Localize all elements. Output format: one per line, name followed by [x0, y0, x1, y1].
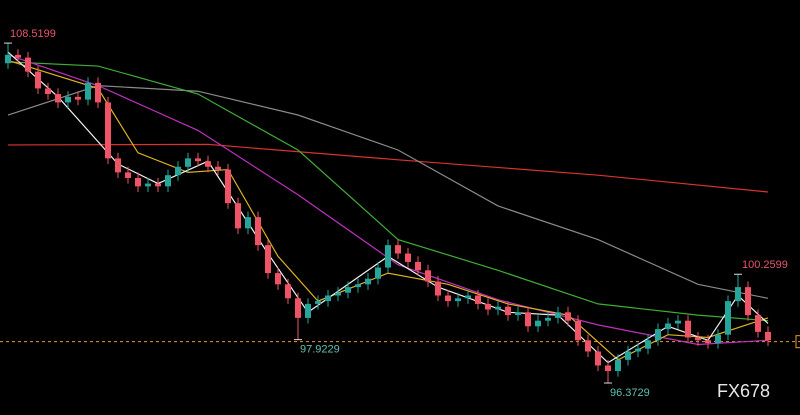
candle-body	[335, 292, 341, 296]
candle-body	[175, 166, 181, 176]
moving-average-line	[7, 61, 769, 322]
candle-body	[555, 312, 561, 318]
candle-body	[95, 82, 101, 103]
high-label: 108.5199	[10, 28, 56, 40]
candle-body	[375, 267, 381, 279]
candle-body	[675, 320, 681, 324]
candle-body	[715, 334, 721, 344]
candle-body	[55, 94, 61, 103]
candle-body	[435, 281, 441, 296]
candle-body	[345, 287, 351, 293]
candle-body	[685, 320, 691, 338]
candle-body	[735, 287, 741, 302]
candle-body	[15, 54, 21, 58]
candle-body	[325, 295, 331, 302]
candle-body	[305, 303, 311, 318]
labels: 108.5199 100.2599 97.9229 96.3729	[4, 28, 788, 399]
candle-body	[745, 287, 751, 316]
candle-body	[605, 365, 611, 372]
candle-body	[365, 278, 371, 285]
candle-body	[205, 161, 211, 167]
candle-body	[395, 245, 401, 254]
candle-body	[595, 351, 601, 366]
candle-body	[275, 273, 281, 285]
candle-body	[235, 203, 241, 229]
candle-body	[495, 306, 501, 310]
candle-body	[545, 317, 551, 321]
candle-body	[245, 217, 251, 229]
moving-average-line	[7, 85, 769, 299]
candle-body	[85, 82, 91, 100]
candle-body	[215, 166, 221, 170]
candle-body	[705, 340, 711, 344]
candle-body	[695, 337, 701, 341]
candle-body	[445, 295, 451, 302]
candle-body	[315, 301, 321, 304]
candle-body	[765, 331, 771, 341]
watermark: FX678	[717, 381, 770, 401]
candle-body	[45, 88, 51, 95]
candle-body	[425, 270, 431, 282]
candle-body	[225, 169, 231, 204]
low-label: 97.9229	[300, 344, 340, 356]
candles	[5, 43, 771, 384]
candle-body	[75, 96, 81, 100]
candle-body	[195, 158, 201, 162]
candle-body	[145, 183, 151, 187]
candle-body	[165, 175, 171, 187]
candle-body	[125, 172, 131, 178]
candle-body	[355, 284, 361, 288]
candle-body	[655, 329, 661, 341]
candle-body	[525, 312, 531, 327]
candle-body	[725, 301, 731, 335]
candle-body	[515, 312, 521, 316]
candle-body	[185, 158, 191, 167]
candle-body	[585, 340, 591, 352]
candle-body	[5, 54, 11, 64]
candle-body	[295, 298, 301, 318]
candle-body	[485, 303, 491, 310]
moving-average-line	[7, 143, 769, 193]
candle-body	[535, 320, 541, 327]
candle-body	[135, 177, 141, 187]
candle-body	[105, 102, 111, 159]
high-label: 100.2599	[742, 259, 788, 271]
candle-body	[755, 315, 761, 332]
candle-body	[455, 298, 461, 302]
candle-body	[665, 323, 671, 330]
candle-body	[35, 71, 41, 89]
candle-body	[645, 340, 651, 349]
candle-body	[285, 284, 291, 299]
last-price-tag	[795, 335, 800, 349]
low-label: 96.3729	[610, 387, 650, 399]
candle-body	[115, 158, 121, 173]
candle-body	[635, 348, 641, 352]
candle-body	[465, 295, 471, 299]
candle-body	[505, 306, 511, 316]
candle-body	[625, 351, 631, 360]
candle-body	[65, 96, 71, 103]
candle-body	[385, 245, 391, 268]
moving-average-line	[7, 54, 769, 346]
candle-body	[475, 295, 481, 304]
candle-body	[155, 183, 161, 187]
candle-body	[415, 261, 421, 271]
candle-body	[265, 245, 271, 274]
candle-body	[575, 320, 581, 341]
candle-body	[255, 217, 261, 246]
candle-body	[565, 312, 571, 321]
candle-body	[615, 359, 621, 372]
candle-body	[405, 253, 411, 262]
candle-body	[25, 57, 31, 72]
